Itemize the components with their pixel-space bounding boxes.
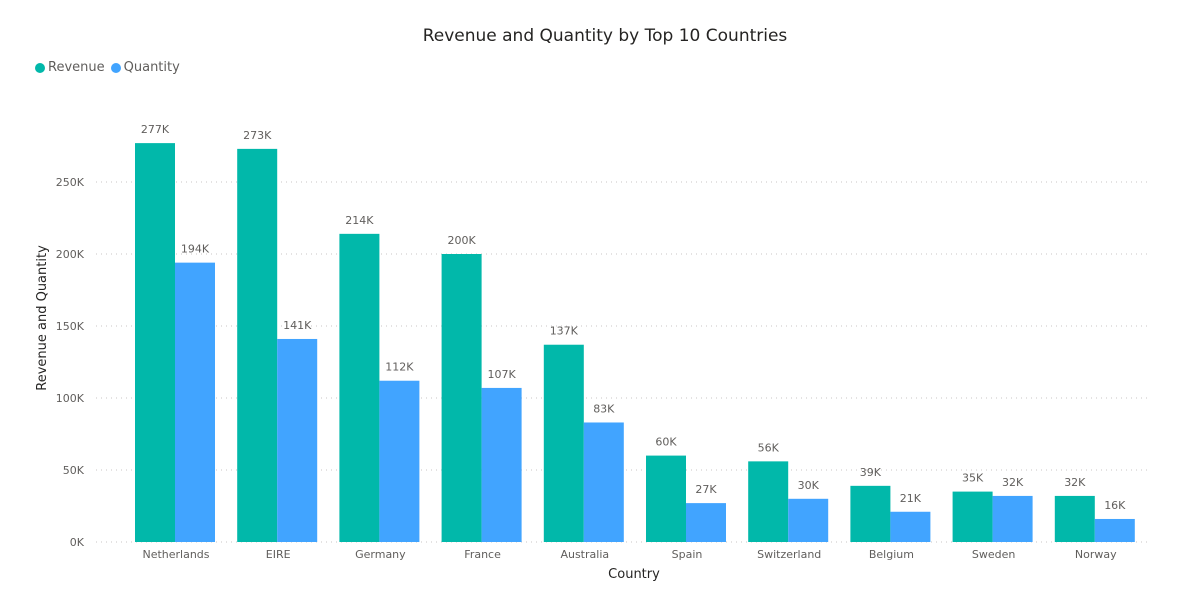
bar-quantity[interactable] (379, 380, 420, 542)
bar-revenue[interactable] (850, 485, 891, 542)
legend-label-revenue: Revenue (48, 60, 105, 75)
data-label-quantity: 16K (1104, 499, 1126, 512)
legend-label-quantity: Quantity (123, 60, 180, 75)
bar-revenue[interactable] (952, 491, 993, 542)
data-label-quantity: 32K (1002, 476, 1024, 489)
y-axis-title: Revenue and Quantity (35, 245, 50, 391)
y-tick-label: 100K (56, 392, 85, 405)
bar-revenue[interactable] (543, 344, 584, 542)
x-tick-label: Belgium (869, 548, 914, 561)
bar-quantity[interactable] (686, 503, 726, 542)
legend-dot-quantity (110, 62, 121, 73)
data-label-quantity: 27K (695, 483, 717, 496)
data-label-revenue: 32K (1064, 476, 1086, 489)
data-label-revenue: 200K (447, 234, 476, 247)
bar-quantity[interactable] (481, 387, 522, 542)
x-tick-label: Sweden (972, 548, 1015, 561)
data-label-revenue: 277K (141, 123, 170, 136)
data-label-revenue: 35K (962, 472, 984, 485)
chart-title: Revenue and Quantity by Top 10 Countries (422, 26, 788, 46)
data-label-quantity: 107K (487, 368, 516, 381)
legend-item-quantity[interactable]: Quantity (110, 60, 180, 75)
data-label-revenue: 56K (758, 441, 780, 454)
y-tick-label: 200K (56, 248, 85, 261)
data-label-revenue: 60K (655, 436, 677, 449)
bar-quantity[interactable] (277, 338, 318, 542)
bar-revenue[interactable] (646, 455, 686, 542)
bar-quantity[interactable] (992, 495, 1033, 542)
x-tick-label: Netherlands (142, 548, 209, 561)
x-tick-label: EIRE (266, 548, 291, 561)
bar-revenue[interactable] (441, 254, 482, 542)
data-label-quantity: 21K (900, 492, 922, 505)
bar-revenue[interactable] (237, 148, 278, 542)
y-tick-label: 250K (56, 176, 85, 189)
x-tick-label: Spain (672, 548, 703, 561)
legend-item-revenue[interactable]: Revenue (35, 60, 105, 75)
x-axis-title: Country (608, 567, 660, 582)
y-tick-label: 0K (70, 536, 85, 549)
bar-revenue[interactable] (135, 143, 175, 542)
data-label-revenue: 214K (345, 214, 374, 227)
x-tick-label: Switzerland (757, 548, 821, 561)
bar-revenue[interactable] (1054, 495, 1095, 542)
bar-revenue[interactable] (748, 461, 789, 542)
x-tick-label: France (464, 548, 501, 561)
bar-quantity[interactable] (583, 422, 624, 542)
data-label-revenue: 137K (550, 325, 579, 338)
bar-quantity[interactable] (175, 262, 215, 542)
x-tick-label: Germany (355, 548, 406, 561)
bar-revenue[interactable] (339, 233, 380, 542)
data-label-quantity: 83K (593, 402, 615, 415)
bar-quantity[interactable] (1094, 518, 1135, 542)
bar-quantity[interactable] (788, 498, 829, 542)
data-label-revenue: 39K (860, 466, 882, 479)
x-tick-label: Norway (1075, 548, 1117, 561)
data-label-quantity: 194K (181, 243, 210, 256)
bar-quantity[interactable] (890, 511, 931, 542)
x-tick-label: Australia (560, 548, 609, 561)
legend: Revenue Quantity (35, 60, 186, 75)
data-label-quantity: 30K (798, 479, 820, 492)
data-label-quantity: 112K (385, 361, 414, 374)
y-tick-label: 50K (63, 464, 85, 477)
data-label-quantity: 141K (283, 319, 312, 332)
y-tick-label: 150K (56, 320, 85, 333)
legend-dot-revenue (35, 62, 45, 73)
data-label-revenue: 273K (243, 129, 272, 142)
